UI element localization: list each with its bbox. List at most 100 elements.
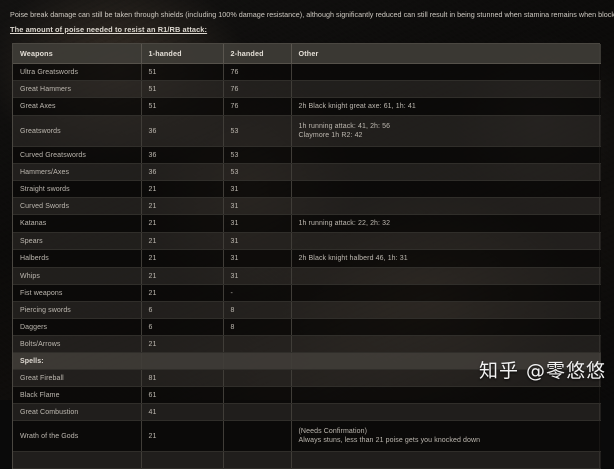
cell-one-handed: 36 xyxy=(141,115,224,147)
cell-weapon: Halberds xyxy=(13,249,142,268)
cell-weapon: Curved Swords xyxy=(13,197,142,215)
table-row: Curved Swords 21 31 xyxy=(13,197,601,215)
column-header-other: Other xyxy=(291,44,601,64)
note-line: 1h running attack: 41, 2h: 56 xyxy=(298,123,391,130)
poise-table: Weapons 1-handed 2-handed Other Ultra Gr… xyxy=(13,44,601,469)
cell-weapon: Great Axes xyxy=(13,97,142,116)
table-head: Weapons 1-handed 2-handed Other xyxy=(13,44,601,64)
cell-other xyxy=(291,284,601,302)
cell-other xyxy=(291,146,601,164)
poise-table-container: Weapons 1-handed 2-handed Other Ultra Gr… xyxy=(12,43,601,469)
cell-other: 1h running attack: 41, 2h: 56 Claymore 1h… xyxy=(291,115,601,147)
cell-weapon: Spears xyxy=(13,232,142,250)
cell-weapon: Katanas xyxy=(13,214,142,233)
cell-other: 1h running attack: 22, 2h: 32 xyxy=(291,214,601,233)
cell-one-handed: 36 xyxy=(141,163,224,181)
cell-weapon xyxy=(13,451,142,469)
cell-weapon: Curved Greatswords xyxy=(13,146,142,164)
column-header-1-handed: 1-handed xyxy=(141,44,224,64)
table-row: Curved Greatswords 36 53 xyxy=(13,146,601,164)
table-row: Hammers/Axes 36 53 xyxy=(13,163,601,181)
cell-weapon: Piercing swords xyxy=(13,301,142,319)
table-row: Piercing swords 6 8 xyxy=(13,301,601,319)
cell-one-handed: 81 xyxy=(141,369,224,387)
cell-weapon: Whips xyxy=(13,267,142,285)
table-header-row: Weapons 1-handed 2-handed Other xyxy=(13,44,601,64)
table-row: Great Combustion 41 xyxy=(13,403,601,421)
cell-other xyxy=(291,80,601,98)
cell-two-handed: 76 xyxy=(223,80,292,98)
note-line: Always stuns, less than 21 poise gets yo… xyxy=(298,437,481,444)
cell-two-handed: 53 xyxy=(223,146,292,164)
note-line: 2h Black knight halberd 46, 1h: 31 xyxy=(298,255,408,262)
column-header-2-handed: 2-handed xyxy=(223,44,292,64)
table-row: Fist weapons 21- xyxy=(13,284,601,302)
cell-two-handed: 31 xyxy=(223,232,292,250)
cell-other xyxy=(291,267,601,285)
cell-two-handed xyxy=(223,369,292,387)
cell-weapon: Fist weapons xyxy=(13,284,142,302)
cell-one-handed: 6 xyxy=(141,301,224,319)
cell-two-handed: 76 xyxy=(223,97,292,116)
intro-paragraph: Poise break damage can still be taken th… xyxy=(10,10,614,20)
cell-other xyxy=(291,180,601,198)
section-subheading: The amount of poise needed to resist an … xyxy=(10,25,208,34)
cell-other: 2h Black knight great axe: 61, 1h: 41 xyxy=(291,97,601,116)
note-line: 2h Black knight great axe: 61, 1h: 41 xyxy=(298,103,416,110)
cell-weapon: Bolts/Arrows xyxy=(13,335,142,353)
cell-one-handed xyxy=(141,451,224,469)
cell-two-handed xyxy=(223,352,292,370)
table-row: Straight swords 21 31 xyxy=(13,180,601,198)
cell-two-handed xyxy=(223,335,292,353)
cell-weapon: Great Hammers xyxy=(13,80,142,98)
table-row: Katanas 21 31 1h running attack: 22, 2h: 32 xyxy=(13,214,601,233)
cell-weapon: Black Flame xyxy=(13,386,142,404)
table-row: Ultra Greatswords 51 76 xyxy=(13,63,601,81)
table-row: Bolts/Arrows 21 xyxy=(13,335,601,353)
table-row: Daggers 6 8 xyxy=(13,318,601,336)
cell-other xyxy=(291,197,601,215)
cell-weapon: Hammers/Axes xyxy=(13,163,142,181)
cell-one-handed xyxy=(141,352,224,370)
cell-two-handed: - xyxy=(223,284,292,302)
site-watermark: 知乎 @零悠悠 xyxy=(478,360,606,382)
table-row: Spears 21 31 xyxy=(13,232,601,250)
table-row: Halberds 21 31 2h Black knight halberd 46, … xyxy=(13,249,601,268)
table-row: Great Fireball 81 xyxy=(13,369,601,387)
cell-other xyxy=(291,318,601,336)
cell-two-handed xyxy=(223,420,292,452)
cell-one-handed: 21 xyxy=(141,267,224,285)
cell-two-handed: 8 xyxy=(223,318,292,336)
cell-weapon: Wrath of the Gods xyxy=(13,420,142,452)
cell-two-handed: 8 xyxy=(223,301,292,319)
cell-two-handed xyxy=(223,403,292,421)
cell-one-handed: 21 xyxy=(141,335,224,353)
cell-other: 2h Black knight halberd 46, 1h: 31 xyxy=(291,249,601,268)
cell-weapon: Greatswords xyxy=(13,115,142,147)
cell-one-handed: 21 xyxy=(141,249,224,268)
cell-one-handed: 41 xyxy=(141,403,224,421)
cell-one-handed: 51 xyxy=(141,80,224,98)
cell-other xyxy=(291,301,601,319)
cell-one-handed: 36 xyxy=(141,146,224,164)
cell-one-handed: 21 xyxy=(141,214,224,233)
cell-weapon: Great Combustion xyxy=(13,403,142,421)
table-row xyxy=(13,451,601,469)
cell-other xyxy=(291,386,601,404)
table-body: Ultra Greatswords 51 76 Great Hammers 51 76 Gr… xyxy=(13,63,601,469)
cell-two-handed: 31 xyxy=(223,180,292,198)
cell-two-handed: 31 xyxy=(223,197,292,215)
cell-two-handed: 31 xyxy=(223,267,292,285)
cell-one-handed: 61 xyxy=(141,386,224,404)
cell-other xyxy=(291,451,601,469)
cell-two-handed: 76 xyxy=(223,63,292,81)
note-line: 1h running attack: 22, 2h: 32 xyxy=(298,220,391,227)
cell-other xyxy=(291,232,601,250)
cell-one-handed: 21 xyxy=(141,420,224,452)
cell-other xyxy=(291,335,601,353)
cell-weapon: Great Fireball xyxy=(13,369,142,387)
cell-two-handed xyxy=(223,451,292,469)
cell-two-handed: 53 xyxy=(223,163,292,181)
cell-weapon: Daggers xyxy=(13,318,142,336)
cell-other xyxy=(291,369,601,387)
